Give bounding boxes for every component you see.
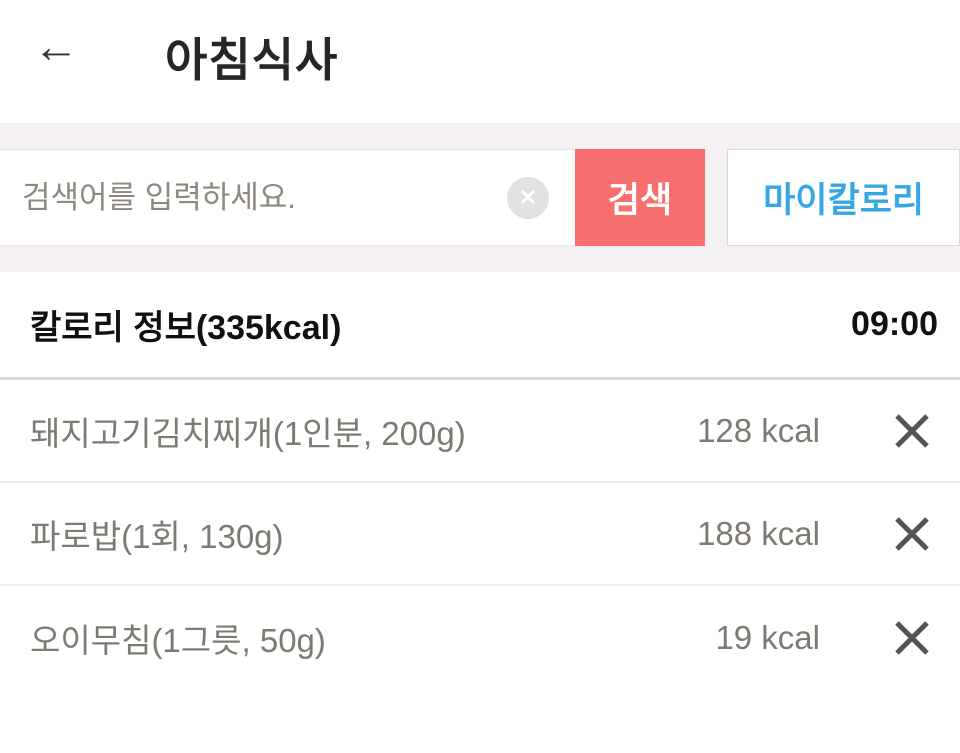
spacer <box>705 149 727 246</box>
meal-time: 09:00 <box>851 305 938 343</box>
clear-icon[interactable]: ✕ <box>507 176 549 219</box>
search-row: ✕ 검색 마이칼로리 <box>0 149 960 246</box>
food-name: 돼지고기김치찌개(1인분, 200g) <box>30 414 466 452</box>
delete-food-button[interactable] <box>892 411 932 451</box>
search-button[interactable]: 검색 <box>575 149 705 246</box>
food-name: 오이무침(1그릇, 50g) <box>30 621 326 659</box>
close-icon <box>893 619 931 657</box>
back-arrow-icon[interactable]: ← <box>26 14 86 78</box>
food-kcal: 188 kcal <box>697 514 820 552</box>
food-name: 파로밥(1회, 130g) <box>30 517 284 555</box>
food-kcal: 128 kcal <box>697 411 820 449</box>
search-input-wrap: ✕ <box>0 149 575 246</box>
delete-food-button[interactable] <box>892 618 932 658</box>
appbar: ← 아침식사 <box>0 0 960 123</box>
delete-food-button[interactable] <box>892 514 932 554</box>
food-kcal: 19 kcal <box>715 618 820 656</box>
search-section: ✕ 검색 마이칼로리 <box>0 123 960 272</box>
search-input[interactable] <box>0 150 575 245</box>
calorie-summary-row: 칼로리 정보(335kcal) 09:00 <box>0 272 960 380</box>
calorie-summary-label: 칼로리 정보(335kcal) <box>30 309 342 347</box>
food-row: 돼지고기김치찌개(1인분, 200g) 128 kcal <box>0 380 960 483</box>
close-icon <box>893 515 931 553</box>
page-title: 아침식사 <box>165 34 339 86</box>
close-icon <box>893 412 931 450</box>
my-calorie-button[interactable]: 마이칼로리 <box>727 149 960 246</box>
food-row: 오이무침(1그릇, 50g) 19 kcal <box>0 586 960 689</box>
food-row: 파로밥(1회, 130g) 188 kcal <box>0 483 960 586</box>
